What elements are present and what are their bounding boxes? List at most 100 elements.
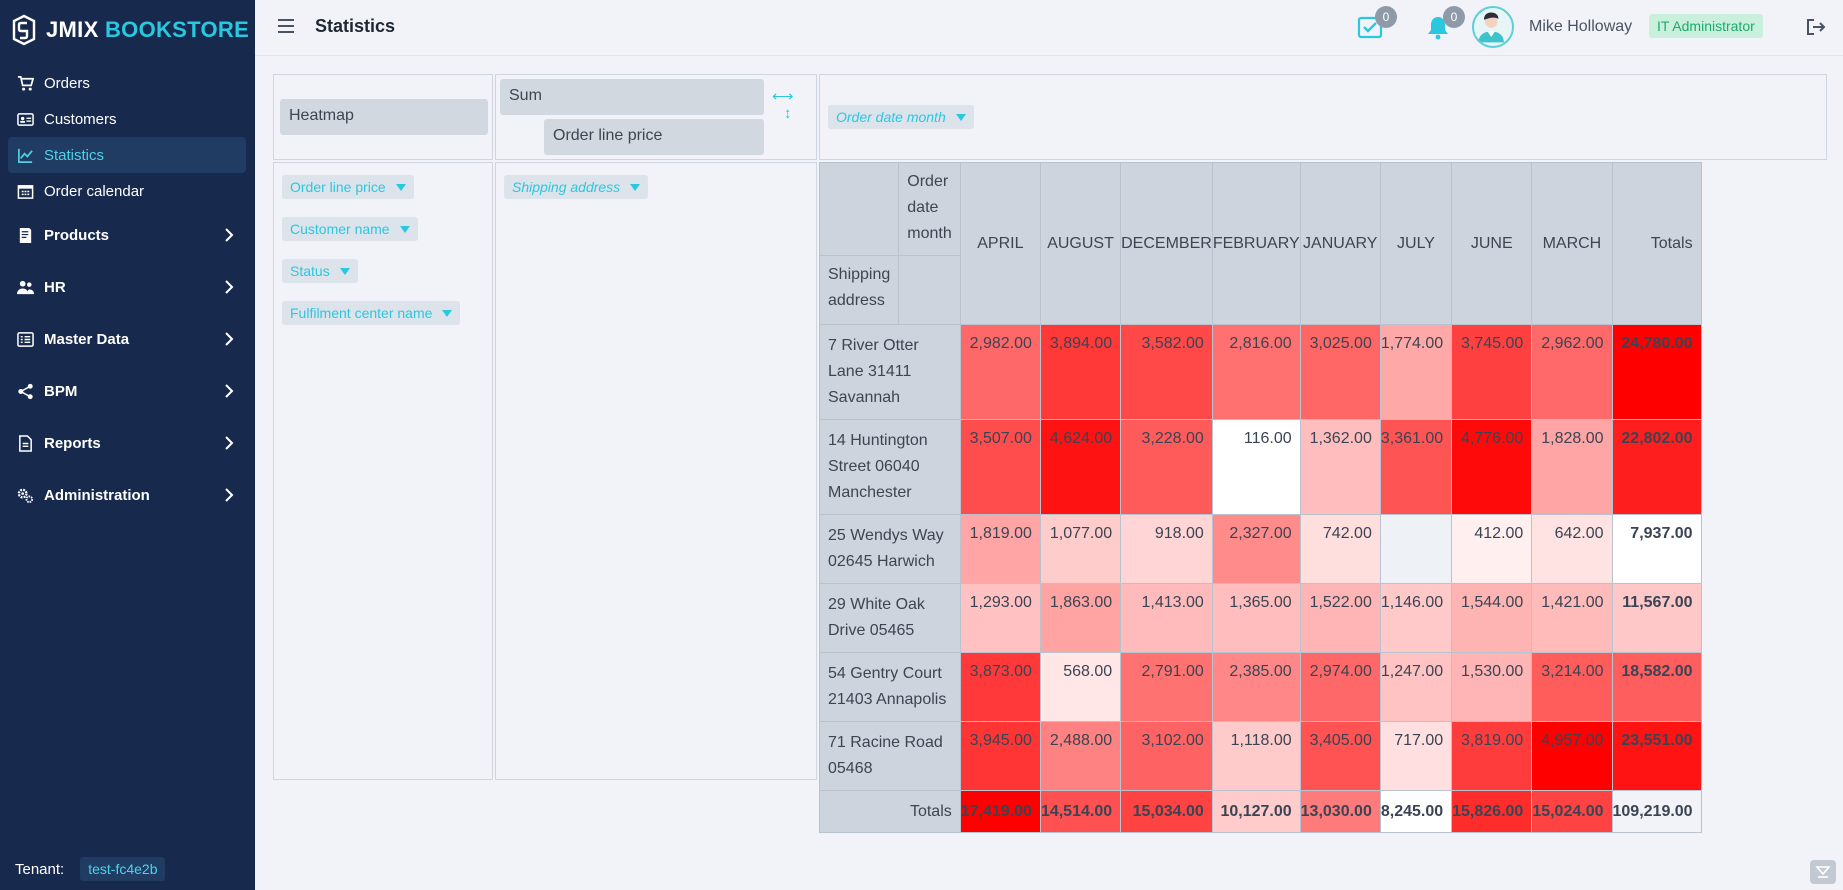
column-total-cell[interactable]: 15,034.00 xyxy=(1120,790,1213,833)
pivot-cell[interactable]: 1,863.00 xyxy=(1039,583,1122,653)
pivot-cell[interactable]: 3,507.00 xyxy=(959,419,1041,515)
menu-item-customers[interactable]: Customers xyxy=(8,101,246,137)
pivot-cell[interactable]: 2,327.00 xyxy=(1211,514,1301,584)
pivot-cell[interactable]: 1,544.00 xyxy=(1451,583,1533,653)
pivot-cell[interactable]: 4,624.00 xyxy=(1039,419,1122,515)
pivot-cell[interactable]: 4,957.00 xyxy=(1531,721,1613,791)
column-total-cell[interactable]: 13,030.00 xyxy=(1299,790,1381,833)
row-total-cell[interactable]: 22,802.00 xyxy=(1611,419,1702,515)
pivot-cell[interactable]: 412.00 xyxy=(1451,514,1533,584)
pivot-cell[interactable]: 3,894.00 xyxy=(1039,324,1122,420)
pivot-cell[interactable]: 2,974.00 xyxy=(1299,652,1381,722)
column-header[interactable]: JUNE xyxy=(1451,162,1533,325)
filter-triangle-icon[interactable] xyxy=(399,225,410,233)
notifications-button[interactable]: 0 xyxy=(1425,6,1465,40)
pivot-cell[interactable]: 4,776.00 xyxy=(1451,419,1533,515)
pivot-cell[interactable]: 3,873.00 xyxy=(959,652,1041,722)
column-order-toggle-icon[interactable]: ⟷ xyxy=(772,88,794,105)
column-total-cell[interactable]: 8,245.00 xyxy=(1379,790,1453,833)
row-total-cell[interactable]: 18,582.00 xyxy=(1611,652,1702,722)
pivot-cell[interactable]: 1,522.00 xyxy=(1299,583,1381,653)
row-total-cell[interactable]: 11,567.00 xyxy=(1611,583,1702,653)
unused-attribute-chip[interactable]: Status xyxy=(282,259,358,283)
app-logo[interactable]: JMIX BOOKSTORE xyxy=(12,14,249,46)
column-header[interactable]: JULY xyxy=(1379,162,1453,325)
menu-group-bpm[interactable]: BPM xyxy=(8,365,246,417)
pivot-cell[interactable]: 3,945.00 xyxy=(959,721,1041,791)
pivot-cell[interactable]: 3,582.00 xyxy=(1120,324,1213,420)
column-total-cell[interactable]: 15,826.00 xyxy=(1451,790,1533,833)
renderer-select[interactable]: Heatmap xyxy=(280,99,488,135)
pivot-cell[interactable]: 2,791.00 xyxy=(1120,652,1213,722)
scroll-to-top-button[interactable] xyxy=(1810,860,1836,884)
column-header[interactable]: APRIL xyxy=(959,162,1041,325)
pivot-cell[interactable]: 2,488.00 xyxy=(1039,721,1122,791)
aggregator-select[interactable]: Sum xyxy=(500,79,764,115)
column-total-cell[interactable]: 10,127.00 xyxy=(1211,790,1301,833)
pivot-cell[interactable]: 3,025.00 xyxy=(1299,324,1381,420)
pivot-cell[interactable]: 1,421.00 xyxy=(1531,583,1613,653)
column-total-cell[interactable]: 15,024.00 xyxy=(1531,790,1613,833)
pivot-cell[interactable]: 642.00 xyxy=(1531,514,1613,584)
menu-item-orders[interactable]: Orders xyxy=(8,65,246,101)
pivot-cell[interactable] xyxy=(1379,514,1453,584)
pivot-cell[interactable]: 3,214.00 xyxy=(1531,652,1613,722)
aggregator-attribute-select[interactable]: Order line price xyxy=(544,119,764,155)
unused-attribute-chip[interactable]: Order line price xyxy=(282,175,414,199)
menu-group-products[interactable]: Products xyxy=(8,209,246,261)
pivot-cell[interactable]: 3,361.00 xyxy=(1379,419,1453,515)
row-attribute-chip[interactable]: Shipping address xyxy=(504,175,649,199)
pivot-cell[interactable]: 1,146.00 xyxy=(1379,583,1453,653)
pivot-cell[interactable]: 742.00 xyxy=(1299,514,1381,584)
row-total-cell[interactable]: 7,937.00 xyxy=(1611,514,1702,584)
tasks-button[interactable]: 0 xyxy=(1357,6,1397,40)
pivot-cell[interactable]: 568.00 xyxy=(1039,652,1122,722)
row-total-cell[interactable]: 23,551.00 xyxy=(1611,721,1702,791)
pivot-cell[interactable]: 1,828.00 xyxy=(1531,419,1613,515)
column-total-cell[interactable]: 14,514.00 xyxy=(1039,790,1122,833)
pivot-cell[interactable]: 1,247.00 xyxy=(1379,652,1453,722)
hamburger-menu-icon[interactable] xyxy=(277,18,295,34)
filter-triangle-icon[interactable] xyxy=(630,183,641,191)
unused-attribute-chip[interactable]: Customer name xyxy=(282,217,418,241)
pivot-cell[interactable]: 3,405.00 xyxy=(1299,721,1381,791)
pivot-cell[interactable]: 1,413.00 xyxy=(1120,583,1213,653)
column-header[interactable]: AUGUST xyxy=(1039,162,1122,325)
filter-triangle-icon[interactable] xyxy=(442,309,453,317)
row-order-toggle-icon[interactable]: ↕ xyxy=(784,105,792,122)
pivot-cell[interactable]: 3,745.00 xyxy=(1451,324,1533,420)
pivot-cell[interactable]: 116.00 xyxy=(1211,419,1301,515)
row-total-cell[interactable]: 24,780.00 xyxy=(1611,324,1702,420)
filter-triangle-icon[interactable] xyxy=(339,267,350,275)
column-header[interactable]: FEBRUARY xyxy=(1211,162,1301,325)
menu-group-administration[interactable]: Administration xyxy=(8,469,246,521)
filter-triangle-icon[interactable] xyxy=(955,113,966,121)
pivot-cell[interactable]: 918.00 xyxy=(1120,514,1213,584)
unused-attribute-chip[interactable]: Fulfilment center name xyxy=(282,301,461,325)
column-header[interactable]: DECEMBER xyxy=(1120,162,1213,325)
grand-total-cell[interactable]: 109,219.00 xyxy=(1611,790,1702,833)
menu-group-master-data[interactable]: Master Data xyxy=(8,313,246,365)
column-header[interactable]: JANUARY xyxy=(1299,162,1381,325)
pivot-cell[interactable]: 3,819.00 xyxy=(1451,721,1533,791)
column-total-cell[interactable]: 17,419.00 xyxy=(959,790,1041,833)
pivot-cell[interactable]: 3,102.00 xyxy=(1120,721,1213,791)
column-header[interactable]: MARCH xyxy=(1531,162,1613,325)
pivot-cell[interactable]: 1,530.00 xyxy=(1451,652,1533,722)
pivot-cell[interactable]: 1,819.00 xyxy=(959,514,1041,584)
menu-item-statistics[interactable]: Statistics xyxy=(8,137,246,173)
pivot-cell[interactable]: 1,774.00 xyxy=(1379,324,1453,420)
pivot-cell[interactable]: 1,077.00 xyxy=(1039,514,1122,584)
column-attribute-chip[interactable]: Order date month xyxy=(828,105,974,129)
pivot-cell[interactable]: 1,362.00 xyxy=(1299,419,1381,515)
pivot-cell[interactable]: 2,816.00 xyxy=(1211,324,1301,420)
menu-group-hr[interactable]: HR xyxy=(8,261,246,313)
menu-item-order-calendar[interactable]: Order calendar xyxy=(8,173,246,209)
user-name[interactable]: Mike Holloway xyxy=(1529,18,1633,35)
user-avatar[interactable] xyxy=(1472,6,1514,48)
pivot-cell[interactable]: 1,293.00 xyxy=(959,583,1041,653)
filter-triangle-icon[interactable] xyxy=(395,183,406,191)
logout-icon[interactable] xyxy=(1806,18,1826,36)
pivot-cell[interactable]: 2,385.00 xyxy=(1211,652,1301,722)
menu-group-reports[interactable]: Reports xyxy=(8,417,246,469)
